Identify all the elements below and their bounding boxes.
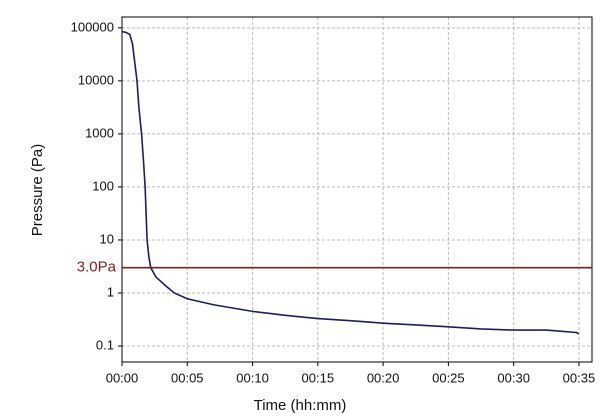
data-line [121,30,580,335]
x-tick-label: 00:00 [106,370,139,385]
x-tick-label: 00:35 [563,370,596,385]
plot-area [122,17,592,362]
threshold-label: 3.0Pa [77,259,117,276]
x-tick-label: 00:30 [497,370,530,385]
y-tick-label: 0.1 [96,337,114,352]
y-tick-label: 10 [100,231,114,246]
x-tick-label: 00:15 [302,370,335,385]
y-tick-label: 1 [107,284,114,299]
y-tick-label: 1000 [85,125,114,140]
y-axis-label: Pressure (Pa) [29,144,46,237]
x-tick-label: 00:20 [367,370,400,385]
y-tick-label: 100000 [71,19,114,34]
x-tick-label: 00:25 [432,370,465,385]
plot-frame [121,16,593,363]
x-tick-label: 00:10 [236,370,269,385]
y-tick-label: 100 [92,178,114,193]
x-axis-label: Time (hh:mm) [254,397,347,414]
y-tick-label: 10000 [78,72,114,87]
x-tick-label: 00:05 [171,370,204,385]
